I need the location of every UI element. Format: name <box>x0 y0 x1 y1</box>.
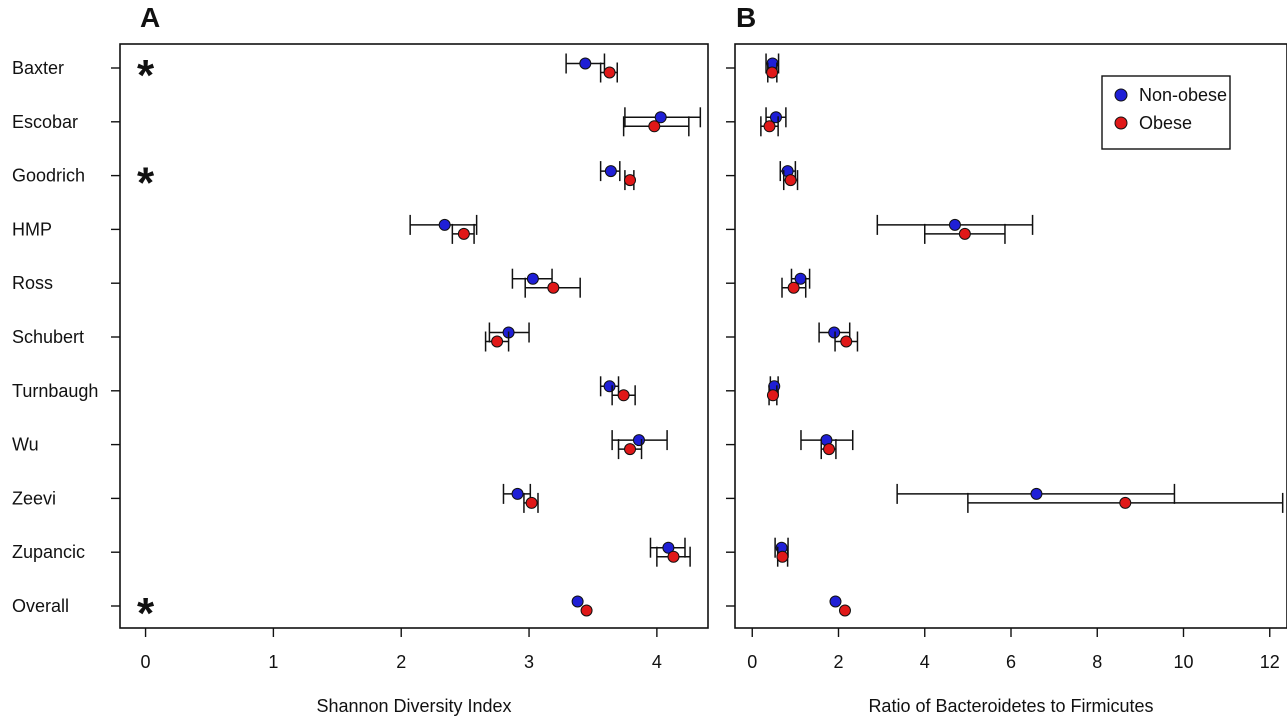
data-point <box>829 595 842 608</box>
significance-star: * <box>137 159 155 208</box>
data-point <box>648 120 661 133</box>
plot-frame <box>119 43 709 629</box>
data-point <box>776 550 789 563</box>
data-point <box>617 389 630 402</box>
legend-label: Non-obese <box>1139 85 1227 105</box>
data-point <box>763 120 776 133</box>
legend-label: Obese <box>1139 113 1192 133</box>
legend-marker <box>1114 116 1128 130</box>
data-point <box>571 595 584 608</box>
series-non-obese <box>409 53 702 608</box>
data-point <box>579 57 592 70</box>
y-tick-label: Overall <box>12 596 69 616</box>
data-point <box>1119 496 1132 509</box>
data-point <box>580 604 593 617</box>
legend-box <box>1101 75 1231 150</box>
x-tick-label: 0 <box>141 652 151 672</box>
data-point <box>787 281 800 294</box>
panel-label: B <box>736 2 756 33</box>
data-point <box>766 66 779 79</box>
data-point <box>662 541 675 554</box>
data-point <box>784 174 797 187</box>
y-tick-label: Turnbaugh <box>12 381 98 401</box>
y-tick-label: Goodrich <box>12 166 85 186</box>
data-point <box>491 335 504 348</box>
data-point <box>828 326 841 339</box>
data-point <box>526 272 539 285</box>
x-axis-label: Shannon Diversity Index <box>316 696 511 716</box>
y-tick-label: Ross <box>12 273 53 293</box>
data-point <box>438 218 451 231</box>
data-point <box>948 218 961 231</box>
x-tick-label: 6 <box>1006 652 1016 672</box>
x-tick-label: 4 <box>652 652 662 672</box>
significance-star: * <box>137 51 155 100</box>
legend-marker <box>1114 88 1128 102</box>
data-point <box>667 550 680 563</box>
data-point <box>525 496 538 509</box>
x-tick-label: 10 <box>1173 652 1193 672</box>
data-point <box>603 66 616 79</box>
x-tick-label: 0 <box>747 652 757 672</box>
x-axis-label: Ratio of Bacteroidetes to Firmicutes <box>868 696 1153 716</box>
x-tick-label: 12 <box>1260 652 1280 672</box>
x-tick-label: 4 <box>920 652 930 672</box>
data-point <box>632 434 645 447</box>
y-tick-label: Escobar <box>12 112 78 132</box>
y-tick-label: Zupancic <box>12 542 85 562</box>
x-tick-label: 2 <box>833 652 843 672</box>
data-point <box>654 111 667 124</box>
series-obese <box>760 62 1284 617</box>
data-point <box>838 604 851 617</box>
panel-label: A <box>140 2 160 33</box>
top-strip <box>0 0 1287 6</box>
significance-star: * <box>137 589 155 638</box>
data-point <box>766 389 779 402</box>
y-tick-label: HMP <box>12 219 52 239</box>
data-point <box>604 165 617 178</box>
data-point <box>624 443 637 456</box>
y-tick-label: Baxter <box>12 58 64 78</box>
y-tick-label: Schubert <box>12 327 84 347</box>
y-tick-label: Wu <box>12 435 39 455</box>
panel-b: B 0 2 4 6 8 10 12 Ratio of Bacteroidetes to Firm… <box>726 2 1287 716</box>
series-obese <box>451 62 691 617</box>
data-point <box>457 227 470 240</box>
data-point <box>840 335 853 348</box>
x-tick-label: 1 <box>268 652 278 672</box>
data-point <box>823 443 836 456</box>
data-point <box>958 227 971 240</box>
x-tick-label: 2 <box>396 652 406 672</box>
data-point <box>547 281 560 294</box>
data-point <box>624 174 637 187</box>
y-tick-label: Zeevi <box>12 488 56 508</box>
legend: Non-obese Obese <box>1101 75 1231 150</box>
data-point <box>1030 487 1043 500</box>
data-point <box>603 380 616 393</box>
x-tick-label: 3 <box>524 652 534 672</box>
data-point <box>511 487 524 500</box>
panel-a: A Baxter Escobar Goodrich HMP Ross Schubert Tur… <box>12 2 709 716</box>
x-tick-label: 8 <box>1092 652 1102 672</box>
